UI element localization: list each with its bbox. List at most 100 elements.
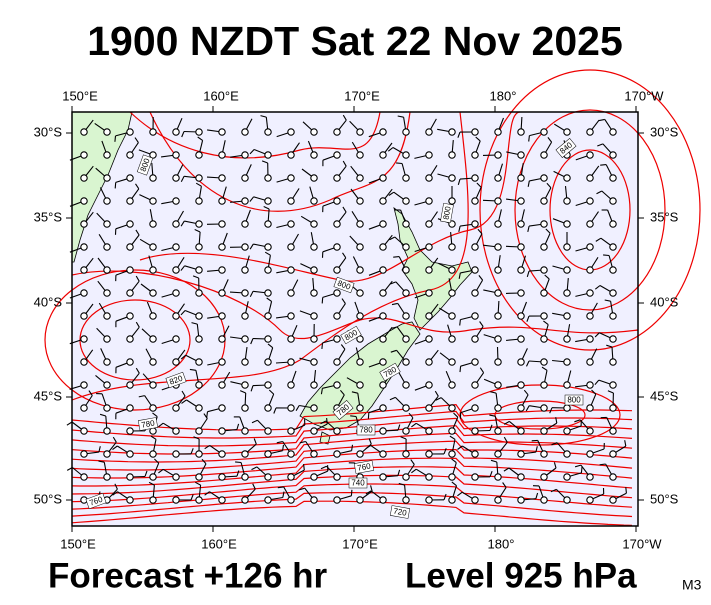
barb-station [265, 267, 271, 273]
barb-station [311, 152, 317, 158]
barb-station [104, 152, 110, 158]
barb-feather [393, 257, 399, 258]
barb-station [127, 382, 133, 388]
lat-label-left: 40°S [34, 294, 63, 309]
barb-station [587, 290, 593, 296]
barb-station [541, 474, 547, 480]
barb-station [81, 428, 87, 434]
barb-station [495, 198, 501, 204]
barb-station [403, 382, 409, 388]
barb-station [587, 474, 593, 480]
barb-station [380, 175, 386, 181]
barb-station [472, 198, 478, 204]
barb-station [196, 474, 202, 480]
barb-station [472, 267, 478, 273]
contour-label-text: 780 [359, 426, 373, 435]
barb-station [564, 221, 570, 227]
barb-station [334, 267, 340, 273]
barb-station [564, 336, 570, 342]
barb-station [587, 497, 593, 503]
barb-station [426, 152, 432, 158]
model-code: M3 [682, 577, 702, 593]
barb-station [449, 175, 455, 181]
barb-station [150, 129, 156, 135]
barb-station [426, 359, 432, 365]
barb-station [357, 451, 363, 457]
barb-station [127, 497, 133, 503]
barb-station [472, 152, 478, 158]
barb-station [587, 244, 593, 250]
barb-station [219, 359, 225, 365]
barb-station [150, 221, 156, 227]
barb-station [610, 175, 616, 181]
title: 1900 NZDT Sat 22 Nov 2025 [87, 18, 623, 64]
barb-station [449, 497, 455, 503]
barb-station [541, 152, 547, 158]
barb-station [449, 290, 455, 296]
barb-station [518, 290, 524, 296]
barb-station [311, 313, 317, 319]
barb-station [449, 451, 455, 457]
barb-station [104, 290, 110, 296]
barb-station [495, 313, 501, 319]
barb-station [196, 313, 202, 319]
contour-label-text: 740 [351, 479, 365, 488]
barb-station [495, 244, 501, 250]
barb-station [311, 497, 317, 503]
barb-station [380, 405, 386, 411]
lon-label-bottom: 170°E [342, 536, 378, 551]
barb-station [173, 152, 179, 158]
barb-station [610, 221, 616, 227]
barb-station [288, 359, 294, 365]
barb-station [311, 336, 317, 342]
barb-station [426, 221, 432, 227]
barb-feather [115, 136, 116, 142]
barb-station [81, 451, 87, 457]
lon-label-top: 170°E [344, 88, 380, 103]
barb-station [104, 336, 110, 342]
barb-station [564, 129, 570, 135]
barb-station [104, 129, 110, 135]
barb-station [518, 474, 524, 480]
barb-station [518, 428, 524, 434]
lon-label-bottom: 150°E [60, 536, 96, 551]
barb-feather [460, 320, 461, 326]
barb-station [541, 267, 547, 273]
barb-station [81, 129, 87, 135]
barb-station [196, 428, 202, 434]
barb-station [127, 267, 133, 273]
barb-station [334, 497, 340, 503]
barb-station [403, 428, 409, 434]
barb-station [518, 221, 524, 227]
barb-station [380, 382, 386, 388]
barb-station [403, 290, 409, 296]
barb-station [81, 382, 87, 388]
barb-station [449, 313, 455, 319]
barb-station [403, 451, 409, 457]
barb-station [150, 405, 156, 411]
barb-station [541, 382, 547, 388]
barb-station [196, 405, 202, 411]
barb-station [518, 267, 524, 273]
barb-station [518, 175, 524, 181]
barb-station [449, 198, 455, 204]
barb-station [219, 336, 225, 342]
barb-station [196, 129, 202, 135]
barb-station [610, 336, 616, 342]
barb-station [380, 129, 386, 135]
barb-station [173, 290, 179, 296]
barb-station [242, 267, 248, 273]
barb-station [564, 198, 570, 204]
barb-station [265, 313, 271, 319]
barb-station [173, 175, 179, 181]
barb-station [334, 221, 340, 227]
barb-station [265, 451, 271, 457]
barb-station [518, 244, 524, 250]
barb-station [150, 359, 156, 365]
barb-feather [603, 255, 609, 256]
barb-station [173, 221, 179, 227]
barb-station [357, 198, 363, 204]
barb-station [357, 175, 363, 181]
barb-station [173, 198, 179, 204]
barb-station [311, 175, 317, 181]
